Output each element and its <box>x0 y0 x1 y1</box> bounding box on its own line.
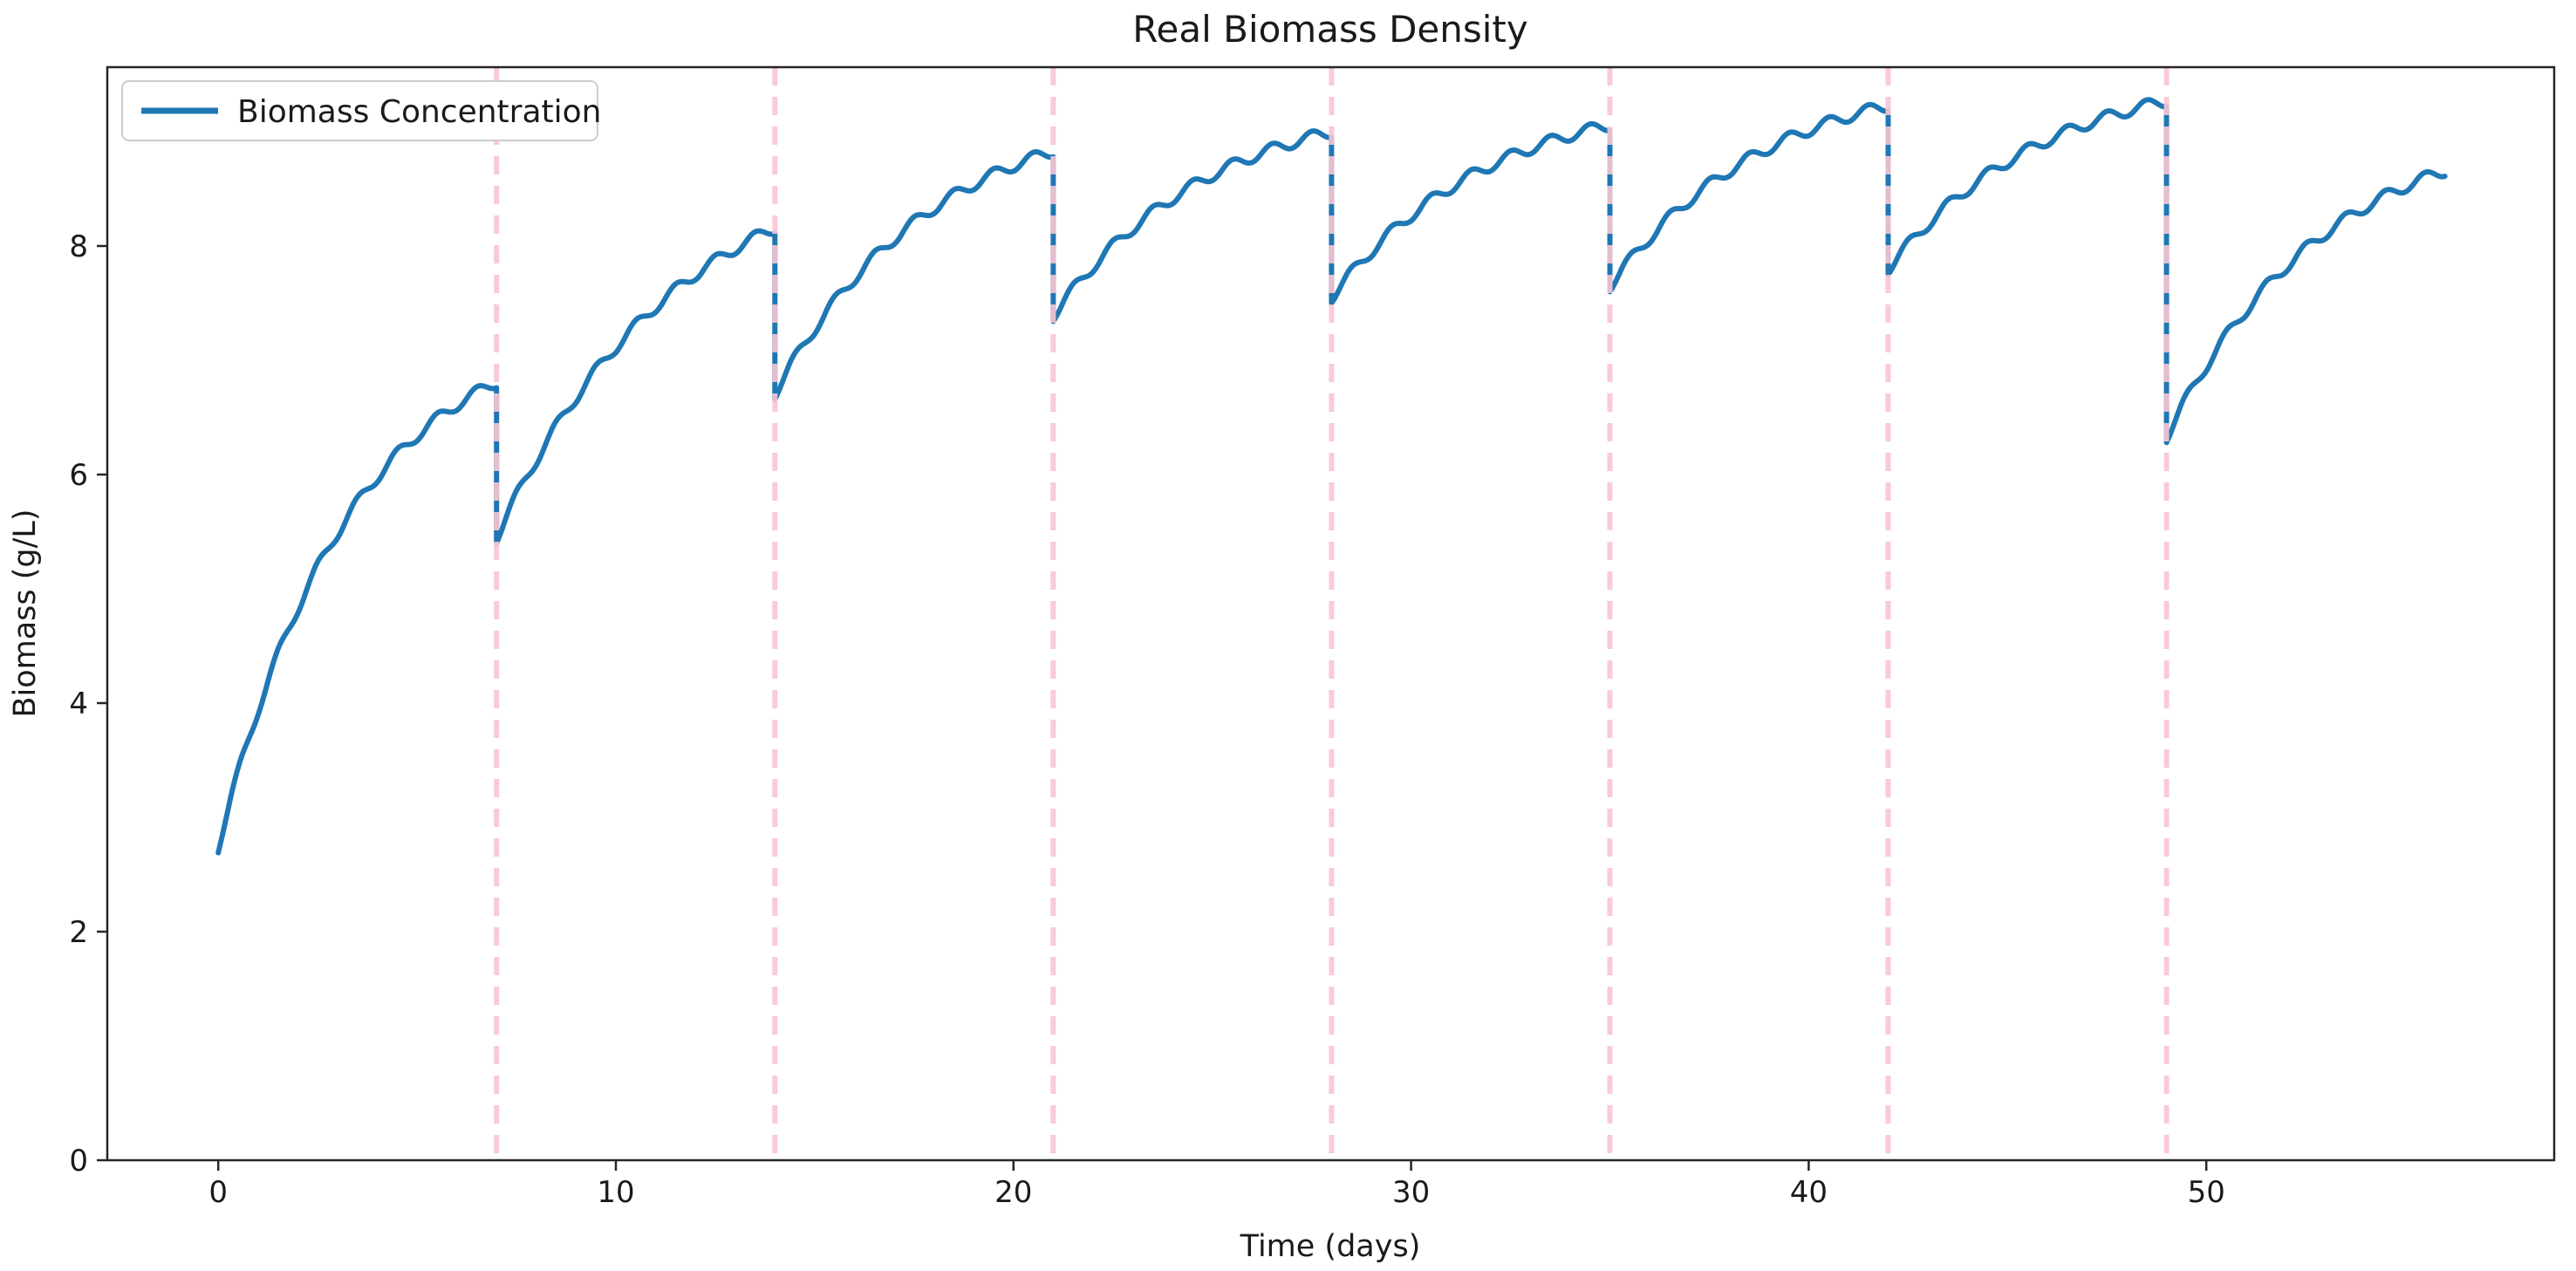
chart-title: Real Biomass Density <box>1132 8 1528 51</box>
x-tick-label: 0 <box>208 1175 228 1210</box>
x-tick-label: 10 <box>597 1175 634 1210</box>
plot-area: 0 10 20 30 40 50 0 2 4 6 8 <box>69 65 2556 1210</box>
x-tick-label: 20 <box>994 1175 1032 1210</box>
legend: Biomass Concentration <box>121 80 601 141</box>
x-tick-label: 50 <box>2188 1175 2225 1210</box>
x-tick-label: 30 <box>1392 1175 1430 1210</box>
y-tick-label: 0 <box>69 1144 88 1179</box>
y-tick-label: 2 <box>69 915 88 950</box>
y-tick-label: 8 <box>69 229 88 264</box>
legend-label: Biomass Concentration <box>237 94 601 130</box>
x-tick-label: 40 <box>1790 1175 1828 1210</box>
x-axis-label: Time (days) <box>1240 1229 1421 1264</box>
biomass-curve <box>215 97 2448 856</box>
legend-box <box>121 80 598 141</box>
axes-spines <box>106 65 2556 1162</box>
y-tick-label: 4 <box>69 687 88 721</box>
y-axis-label: Biomass (g/L) <box>8 509 43 717</box>
y-tick-label: 6 <box>69 458 88 493</box>
